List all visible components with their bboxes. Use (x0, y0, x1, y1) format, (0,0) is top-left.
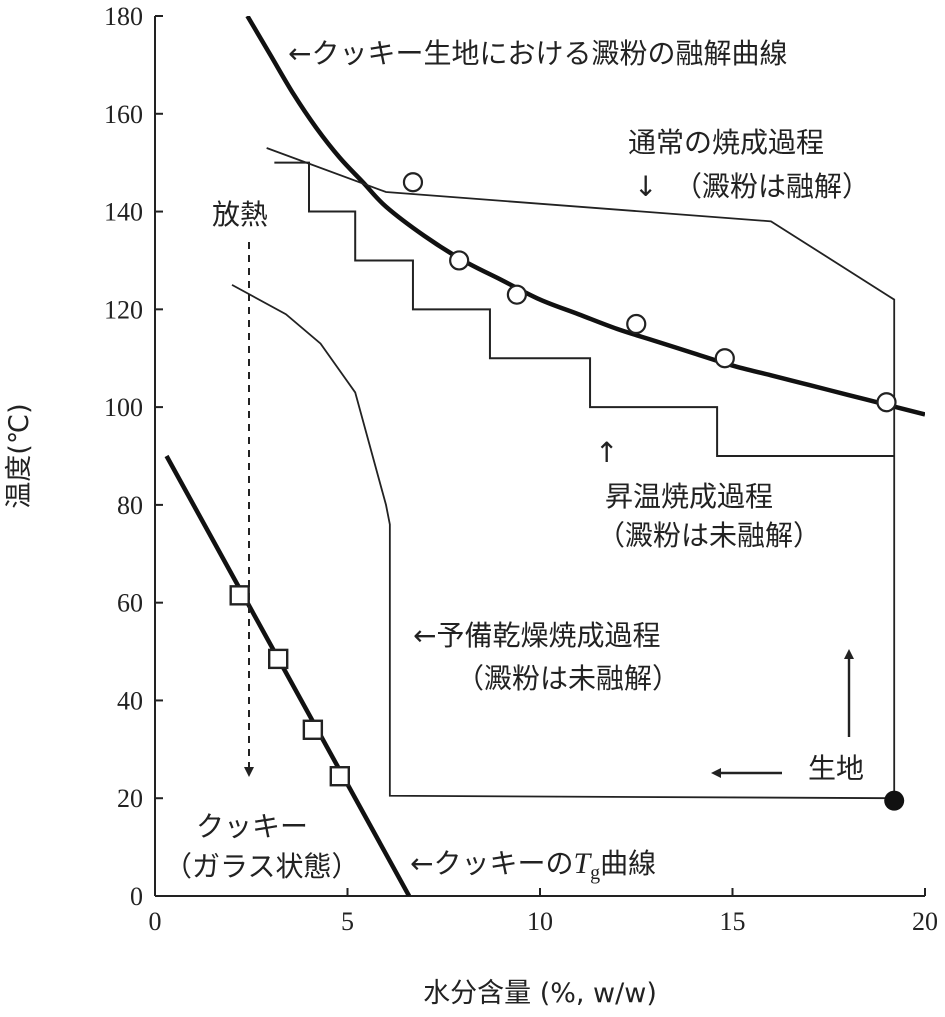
tg-subscript: g (590, 862, 600, 884)
melt-data-point (449, 250, 470, 271)
annotation-rise-note: （澱粉は未融解） (597, 519, 821, 552)
melt-data-point (876, 392, 897, 413)
melt-data-point (506, 284, 528, 305)
tg-data-point (302, 719, 324, 740)
x-tick-label: 15 (720, 907, 746, 936)
y-axis-title: 温度(℃) (4, 403, 35, 508)
x-tick-label: 20 (912, 907, 938, 936)
annotation-predry-note: （澱粉は未融解） (456, 662, 680, 695)
annotation-dough: 生地 (808, 752, 864, 785)
ticks: 0 20 40 60 80 100 120 140 160 180 0 5 10 15 20 (104, 2, 938, 936)
annotation-rise-baking: 昇温焼成過程 (605, 480, 773, 513)
y-tick-label: 100 (104, 393, 143, 422)
melt-data-point (402, 172, 424, 193)
series-layer (164, 16, 925, 896)
x-tick-label: 10 (527, 907, 553, 936)
y-tick-label: 140 (104, 198, 143, 227)
annotation-melt-curve: ←クッキー生地における澱粉の融解曲線 (288, 37, 787, 70)
rise-baking-step-line (274, 161, 895, 457)
annotation-rise-arrow: ↑ (595, 436, 618, 469)
dough-point (884, 790, 905, 811)
x-tick-label: 5 (341, 907, 354, 936)
tg-curve-line (164, 454, 412, 896)
marker-layer (229, 172, 905, 811)
y-tick-label: 40 (117, 686, 143, 715)
normal-baking-line (266, 147, 896, 799)
annotation-predry-baking: ←予備乾燥焼成過程 (413, 619, 660, 652)
tg-data-point (329, 766, 350, 787)
y-tick-label: 0 (130, 882, 143, 911)
x-tick-label: 0 (149, 907, 162, 936)
y-tick-label: 180 (104, 2, 143, 31)
predry-baking-line (231, 284, 895, 800)
annotation-tg-curve: ←クッキーのTg曲線 (410, 847, 656, 884)
melt-data-point (626, 313, 647, 335)
melt-curve-line (245, 16, 925, 417)
melt-data-point (714, 348, 735, 369)
annotation-cookie: クッキー (196, 810, 308, 843)
annotation-normal-baking: 通常の焼成過程 (628, 126, 824, 159)
tg-suffix: 曲線 (600, 847, 656, 880)
annotation-glass-state: （ガラス状態） (164, 850, 359, 883)
y-tick-label: 160 (104, 100, 143, 129)
tg-prefix: ←クッキーの (410, 847, 573, 880)
annotation-normal-arrow: ↓ (634, 170, 657, 203)
y-tick-label: 80 (117, 491, 143, 520)
tg-symbol: T (573, 847, 592, 880)
x-axis-title: 水分含量 (%, w/w) (423, 978, 657, 1009)
annotation-heat-release: 放熱 (212, 198, 268, 231)
y-tick-label: 60 (117, 589, 143, 618)
annotation-normal-note: （澱粉は融解） (674, 170, 870, 203)
y-tick-label: 120 (104, 295, 143, 324)
tg-data-point (268, 648, 289, 670)
y-tick-label: 20 (117, 784, 143, 813)
tg-data-point (229, 585, 250, 606)
